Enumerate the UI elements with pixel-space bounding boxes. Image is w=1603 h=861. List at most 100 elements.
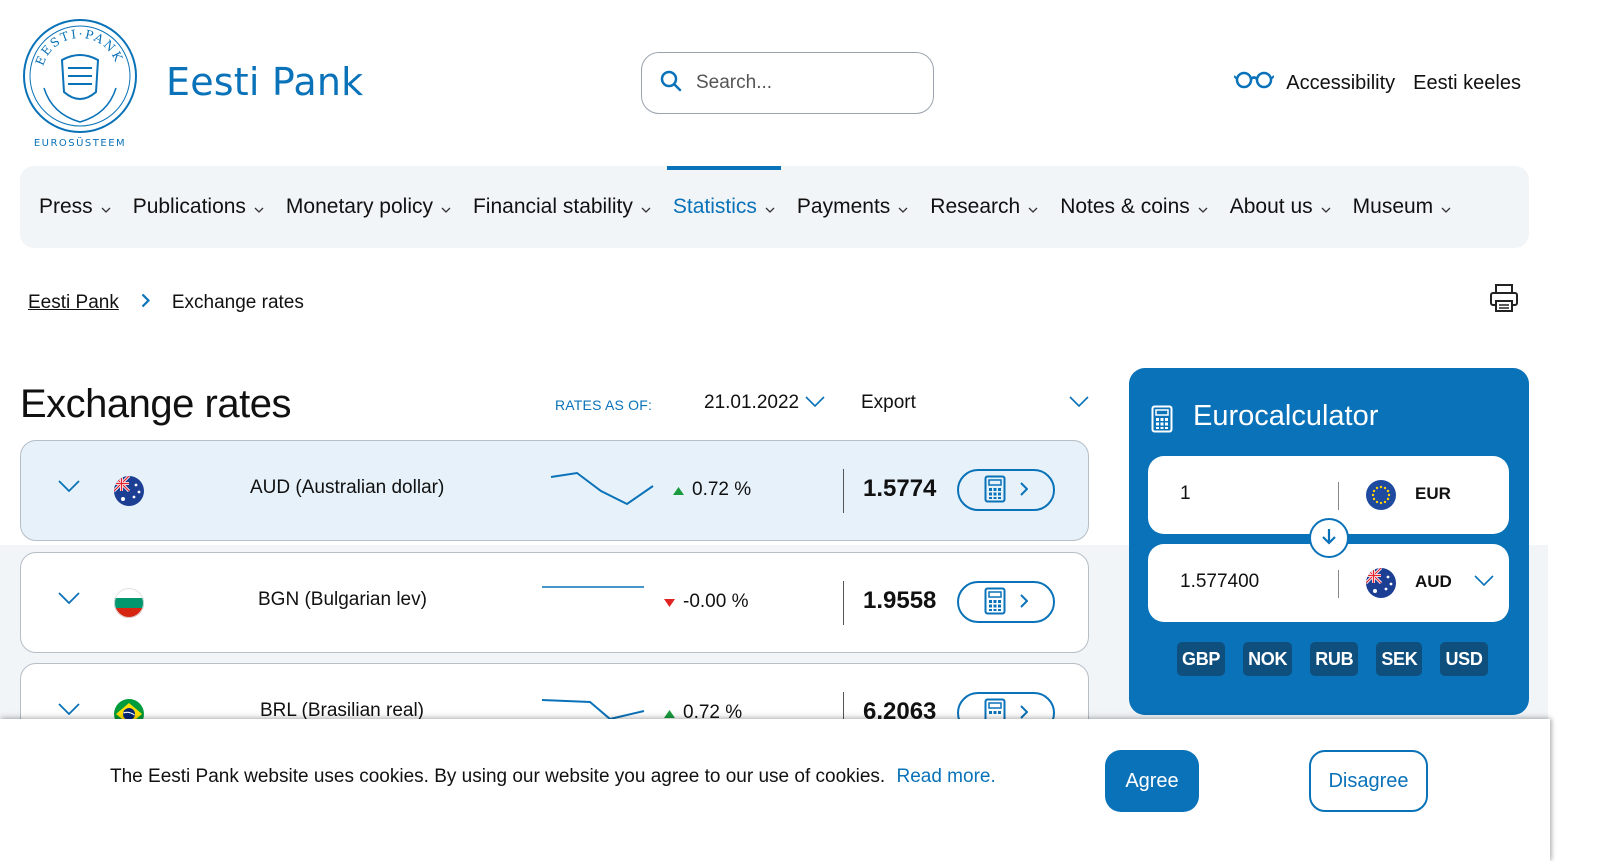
bulgaria-flag-icon <box>114 588 144 618</box>
chevron-down-icon <box>805 392 825 414</box>
chevron-down-icon <box>765 195 775 219</box>
rates-date-picker[interactable]: 21.01.2022 <box>704 392 825 414</box>
chevron-down-icon <box>254 195 264 219</box>
chevron-down-icon[interactable] <box>58 591 80 605</box>
eurocalculator-panel: Eurocalculator EUR AUD GBP NOK RUB SEK U… <box>1129 368 1529 715</box>
rates-as-of-label: RATES AS OF: <box>555 397 653 413</box>
quick-currency-sek[interactable]: SEK <box>1376 642 1423 676</box>
search-box[interactable] <box>641 52 934 114</box>
eu-flag-icon <box>1366 480 1396 510</box>
quick-currency-rub[interactable]: RUB <box>1310 642 1359 676</box>
currency-name: BGN (Bulgarian lev) <box>258 589 427 610</box>
main-nav: Press Publications Monetary policy Finan… <box>20 166 1529 248</box>
from-currency-code: EUR <box>1415 484 1451 503</box>
quick-currency-usd[interactable]: USD <box>1440 642 1488 676</box>
calculator-icon <box>984 475 1006 506</box>
open-calculator-button[interactable] <box>957 581 1055 623</box>
divider <box>1338 482 1339 510</box>
rate-value: 1.5774 <box>863 475 937 502</box>
breadcrumb: Eesti Pank Exchange rates <box>28 292 304 314</box>
change-value: 0.72 % <box>692 479 752 500</box>
chevron-right-icon <box>1020 593 1029 611</box>
glasses-icon <box>1233 70 1275 96</box>
divider <box>1338 570 1339 598</box>
chevron-down-icon <box>101 195 111 219</box>
nav-item-monetary-policy[interactable]: Monetary policy <box>286 166 451 248</box>
quick-currency-buttons: GBP NOK RUB SEK USD <box>1177 642 1488 676</box>
chevron-down-icon <box>1198 195 1208 219</box>
calculator-icon <box>984 587 1006 618</box>
nav-item-museum[interactable]: Museum <box>1353 166 1452 248</box>
chevron-down-icon <box>1321 195 1331 219</box>
chevron-down-icon <box>641 195 651 219</box>
brand-name[interactable]: Eesti Pank <box>166 60 364 104</box>
quick-currency-nok[interactable]: NOK <box>1243 642 1293 676</box>
chevron-down-icon <box>441 195 451 219</box>
rate-row-bgn[interactable]: BGN (Bulgarian lev) -0.00 % 1.9558 <box>20 552 1089 653</box>
sparkline <box>540 578 646 618</box>
nav-item-about-us[interactable]: About us <box>1230 166 1331 248</box>
from-amount-input[interactable] <box>1180 483 1330 505</box>
nav-item-publications[interactable]: Publications <box>133 166 264 248</box>
australia-flag-icon <box>114 476 144 506</box>
cookie-disagree-button[interactable]: Disagree <box>1309 750 1428 812</box>
calculator-icon <box>1151 405 1173 438</box>
chevron-down-icon[interactable] <box>58 479 80 493</box>
language-switch[interactable]: Eesti keeles <box>1413 71 1521 94</box>
chevron-right-icon <box>141 292 150 314</box>
chevron-down-icon <box>1028 195 1038 219</box>
logo-caption: EUROSÜSTEEM <box>34 136 126 149</box>
nav-item-statistics[interactable]: Statistics <box>666 166 781 248</box>
sparkline <box>549 466 655 506</box>
sparkline <box>540 689 646 729</box>
to-currency-code: AUD <box>1415 572 1452 591</box>
swap-currencies-button[interactable] <box>1309 518 1349 558</box>
rate-row-aud[interactable]: AUD (Australian dollar) 0.72 % 1.5774 <box>20 440 1089 541</box>
chevron-right-icon <box>1020 481 1029 499</box>
search-input[interactable] <box>696 72 916 94</box>
rate-value: 1.9558 <box>863 587 937 614</box>
export-label: Export <box>861 392 916 413</box>
to-amount-field: AUD <box>1148 544 1509 622</box>
breadcrumb-current: Exchange rates <box>171 292 304 313</box>
cookie-agree-button[interactable]: Agree <box>1105 750 1199 812</box>
nav-item-financial-stability[interactable]: Financial stability <box>473 166 651 248</box>
currency-name: BRL (Brasilian real) <box>260 700 425 721</box>
rates-date-value: 21.01.2022 <box>704 392 800 413</box>
accessibility-label: Accessibility <box>1286 71 1396 94</box>
quick-currency-gbp[interactable]: GBP <box>1177 642 1226 676</box>
to-amount-input[interactable] <box>1180 571 1330 593</box>
chevron-down-icon[interactable] <box>1474 574 1494 592</box>
accessibility-link[interactable]: Accessibility <box>1233 70 1396 96</box>
change-value: -0.00 % <box>683 591 749 612</box>
breadcrumb-home-link[interactable]: Eesti Pank <box>28 292 119 313</box>
page-title: Exchange rates <box>20 382 291 426</box>
chevron-down-icon <box>1441 195 1451 219</box>
chevron-down-icon <box>898 195 908 219</box>
eesti-pank-logo[interactable]: EESTI·PANK EUROSÜSTEEM <box>22 18 140 150</box>
nav-item-notes-coins[interactable]: Notes & coins <box>1060 166 1208 248</box>
currency-name: AUD (Australian dollar) <box>250 477 445 498</box>
chevron-down-icon <box>1069 392 1089 414</box>
triangle-up-icon <box>673 479 684 501</box>
chevron-down-icon[interactable] <box>58 702 80 716</box>
triangle-down-icon <box>664 591 675 613</box>
eurocalculator-title: Eurocalculator <box>1193 400 1379 432</box>
triangle-up-icon <box>664 702 675 724</box>
search-icon <box>660 70 682 97</box>
nav-item-payments[interactable]: Payments <box>797 166 908 248</box>
cookie-message: The Eesti Pank website uses cookies. By … <box>110 766 886 787</box>
cookie-read-more-link[interactable]: Read more. <box>896 766 996 787</box>
svg-text:EESTI·PANK: EESTI·PANK <box>33 27 127 68</box>
cookie-banner: The Eesti Pank website uses cookies. By … <box>0 719 1550 861</box>
arrow-down-icon <box>1320 527 1338 550</box>
divider <box>843 469 844 513</box>
nav-item-research[interactable]: Research <box>930 166 1038 248</box>
print-icon[interactable] <box>1488 282 1520 319</box>
australia-flag-icon <box>1366 568 1396 598</box>
divider <box>843 581 844 625</box>
nav-item-press[interactable]: Press <box>39 166 111 248</box>
change-value: 0.72 % <box>683 702 743 723</box>
open-calculator-button[interactable] <box>957 469 1055 511</box>
export-dropdown[interactable]: Export <box>861 392 1089 414</box>
